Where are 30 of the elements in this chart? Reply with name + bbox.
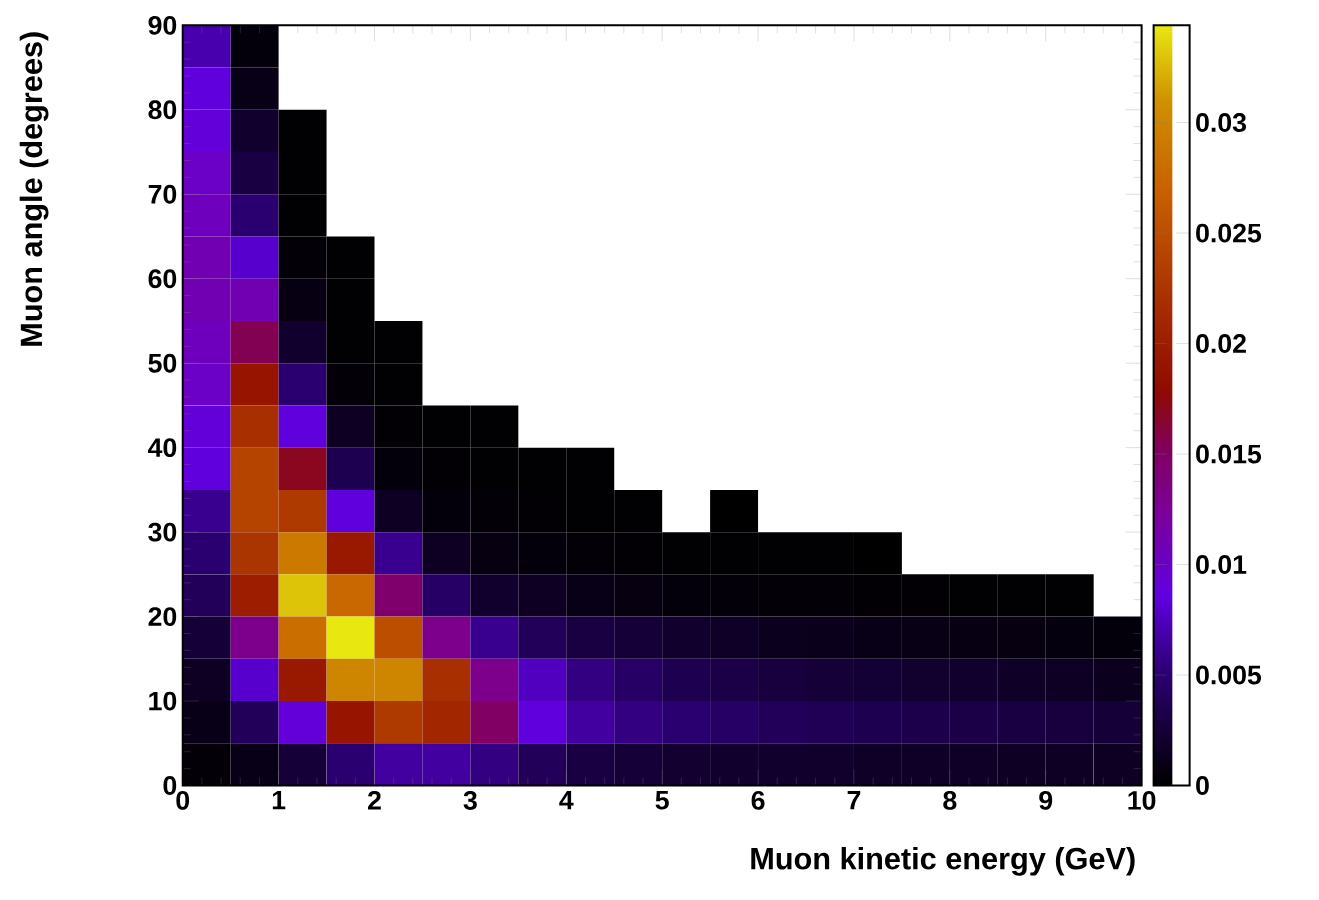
color-bar-label: 0.025: [1196, 223, 1262, 243]
x-tick-label: 8: [943, 790, 957, 810]
y-axis-title: Muon angle (degrees): [19, 32, 49, 346]
y-tick-label: 90: [148, 15, 177, 35]
y-tick-label: 50: [148, 353, 177, 373]
x-tick-label: 9: [1039, 790, 1053, 810]
color-bar-label: 0.01: [1196, 555, 1247, 574]
y-tick-label: 70: [148, 184, 177, 204]
x-axis-title: Muon kinetic energy (GeV): [751, 846, 1135, 876]
color-bar-label: 0.005: [1196, 665, 1262, 685]
x-tick-label: 7: [847, 790, 861, 810]
x-tick-label: 0: [176, 790, 190, 810]
y-tick-label: 10: [149, 691, 177, 711]
y-tick-label: 20: [148, 607, 177, 626]
y-tick-label: 80: [148, 100, 177, 120]
x-tick-label: 2: [368, 790, 381, 810]
color-bar-label: 0: [1196, 775, 1209, 795]
x-tick-label: 5: [655, 790, 669, 810]
y-tick-label: 30: [148, 522, 177, 542]
color-bar-label: 0.015: [1196, 444, 1262, 464]
color-bar-label: 0.02: [1196, 334, 1246, 353]
y-tick-label: 0: [163, 775, 177, 795]
x-tick-label: 3: [463, 790, 477, 810]
x-tick-label: 10: [1128, 790, 1156, 810]
y-tick-label: 60: [148, 269, 177, 289]
x-tick-label: 1: [272, 790, 286, 810]
color-bar-label: 0.03: [1196, 113, 1247, 132]
y-tick-label: 40: [148, 438, 177, 457]
x-tick-label: 6: [751, 790, 765, 810]
x-tick-label: 4: [559, 790, 574, 810]
